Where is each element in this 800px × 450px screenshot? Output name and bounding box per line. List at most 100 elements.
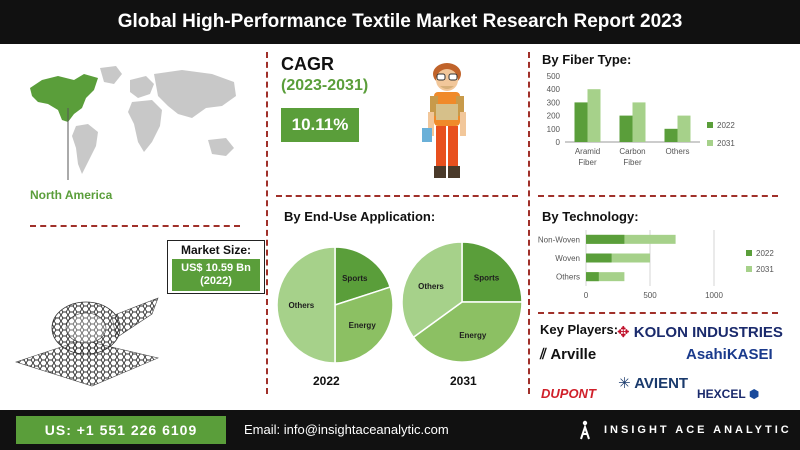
logo-hexcel-text: HEXCEL (697, 387, 746, 401)
logo-hexcel: HEXCEL ⬢ (697, 387, 759, 401)
footer-email[interactable]: Email: info@insightaceanalytic.com (244, 422, 449, 437)
fiber-bar-2022 (664, 128, 678, 142)
fiber-bar-2031 (677, 115, 691, 142)
logo-kolon: ✥ KOLON INDUSTRIES (617, 323, 783, 341)
tech-bar-2022 (586, 272, 599, 282)
pie-chart-2031: Sports Energy Others (401, 241, 523, 363)
tech-bar-2031 (586, 234, 676, 244)
hexcel-hexagon-icon: ⬢ (748, 387, 760, 401)
end-use-section-title: By End-Use Application: (284, 209, 436, 224)
arville-mark-icon: ⫽ (540, 346, 547, 363)
tech-legend-label: 2031 (756, 265, 774, 274)
technology-section-title: By Technology: (542, 209, 639, 224)
map-south-america (72, 124, 98, 174)
region-label: North America (30, 188, 113, 202)
market-size-value-box: US$ 10.59 Bn (2022) (172, 259, 260, 291)
logo-dupont: DUPONT (541, 386, 596, 401)
market-size-year: (2022) (200, 275, 232, 287)
tech-x-tick-label: 1000 (705, 291, 723, 300)
fiber-y-tick-label: 300 (547, 98, 561, 107)
logo-arville: ⫽ Arville (540, 346, 596, 363)
pie-2022-year-label: 2022 (313, 374, 340, 388)
divider-right (528, 52, 530, 394)
pie-slice-sports (461, 241, 523, 303)
market-size-title: Market Size: (180, 243, 252, 257)
fiber-category-label: Aramid Fiber (575, 147, 600, 167)
tech-bar-2022 (586, 234, 625, 244)
fiber-legend-swatch-2022 (707, 122, 713, 128)
fiber-bar-2022 (574, 102, 588, 142)
pie-2031-year-label: 2031 (450, 374, 477, 388)
map-greenland (100, 66, 122, 84)
fiber-category-label: Others (665, 147, 689, 156)
tech-bar-2031 (586, 253, 650, 263)
tech-bar-2031 (586, 272, 625, 282)
map-asia (154, 70, 236, 118)
tech-x-tick-label: 0 (584, 291, 589, 300)
pie-slice-label: Energy (349, 321, 377, 330)
fiber-y-tick-label: 0 (556, 138, 561, 147)
divider-cagr (276, 195, 518, 197)
report-title-bar: Global High-Performance Textile Market R… (0, 0, 800, 44)
map-north-america (30, 74, 98, 122)
fiber-bar-2031 (587, 89, 601, 142)
pie-slice-energy (334, 286, 394, 364)
pie-chart-2022: Sports Energy Others (276, 246, 394, 364)
pie-slice-others (276, 246, 336, 364)
fiber-bar-2031 (632, 102, 646, 142)
cagr-period: (2023-2031) (281, 77, 369, 94)
tech-category-label: Non-Woven (538, 235, 580, 244)
graphene-fabric-illustration (15, 297, 159, 387)
pie-slice-sports (334, 246, 392, 307)
fiber-section-title: By Fiber Type: (542, 52, 632, 67)
tech-category-label: Woven (555, 254, 580, 263)
tech-legend-swatch-2031 (746, 266, 752, 272)
tech-bar-2022 (586, 253, 612, 263)
fiber-y-tick-label: 100 (547, 125, 561, 134)
logo-kolon-text: KOLON INDUSTRIES (633, 324, 783, 341)
pie-slice-label: Others (418, 282, 444, 291)
pie-slice-label: Sports (342, 274, 368, 283)
fiber-category-label: Carbon Fiber (619, 147, 645, 167)
footer-phone[interactable]: US: +1 551 226 6109 (16, 416, 226, 444)
pie-slice-label: Sports (474, 273, 500, 282)
logo-arville-text: Arville (550, 346, 597, 363)
fiber-legend-swatch-2031 (707, 140, 713, 146)
footer-brand: INSIGHT ACE ANALYTIC (604, 424, 792, 436)
fiber-bar-2022 (619, 115, 633, 142)
pie-slice-label: Energy (459, 331, 487, 340)
map-africa (128, 100, 162, 152)
divider-fiber (538, 195, 778, 197)
fiber-y-tick-label: 500 (547, 72, 561, 81)
kolon-mark-icon: ✥ (617, 324, 630, 341)
logo-avient: ✳ AVIENT (618, 374, 688, 392)
report-title: Global High-Performance Textile Market R… (117, 11, 683, 32)
market-size-value: US$ 10.59 Bn (181, 262, 251, 274)
pie-slice-others (401, 241, 463, 339)
logo-avient-text: AVIENT (634, 375, 689, 392)
map-europe (130, 76, 154, 98)
cagr-value: 10.11% (291, 115, 349, 134)
logo-asahikasei: AsahiKASEI (686, 346, 773, 363)
fiber-legend-label: 2022 (717, 121, 735, 130)
divider-map (30, 225, 240, 227)
tech-x-tick-label: 500 (643, 291, 657, 300)
fiber-legend-label: 2031 (717, 139, 735, 148)
fiber-bar-chart: 0 100 200 300 400 500 Aramid Fiber Carbon Fiber Ot… (547, 72, 736, 167)
fiber-y-tick-label: 400 (547, 85, 561, 94)
pie-slice-label: Others (288, 301, 314, 310)
divider-tech (538, 312, 778, 314)
explorer-character-illustration (422, 63, 466, 178)
divider-left (266, 52, 268, 394)
brand-logo-icon (578, 420, 592, 440)
key-players-title: Key Players: (540, 322, 619, 337)
cagr-value-badge: 10.11% (281, 108, 359, 142)
map-australia (208, 138, 234, 156)
world-map (30, 66, 236, 180)
tech-legend-label: 2022 (756, 249, 774, 258)
avient-mark-icon: ✳ (618, 375, 631, 392)
pie-slice-energy (412, 301, 523, 363)
tech-legend-swatch-2022 (746, 250, 752, 256)
cagr-title: CAGR (281, 54, 334, 74)
fiber-y-tick-label: 200 (547, 112, 561, 121)
